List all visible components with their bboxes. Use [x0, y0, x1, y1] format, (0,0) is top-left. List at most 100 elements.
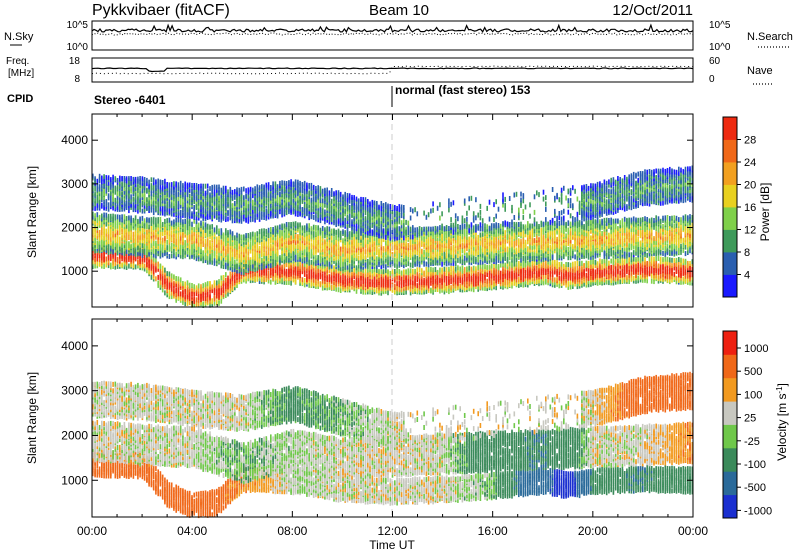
echo-cell	[213, 209, 216, 215]
echo-cell	[191, 189, 193, 195]
echo-cell	[285, 197, 288, 203]
echo-cell	[290, 179, 292, 185]
echo-cell	[164, 181, 166, 187]
echo-cell	[200, 253, 202, 259]
echo-cell	[344, 202, 346, 207]
echo-cell	[319, 261, 322, 267]
echo-cell	[290, 198, 292, 204]
echo-cell	[152, 216, 155, 222]
echo-cell	[206, 289, 209, 295]
echo-cell	[279, 191, 281, 197]
echo-cell	[150, 225, 153, 231]
echo-cell	[297, 247, 299, 253]
echo-cell	[249, 259, 252, 265]
echo-cell	[315, 258, 317, 264]
echo-cell	[335, 222, 337, 227]
echo-cell	[346, 230, 349, 235]
echo-cell	[360, 261, 362, 267]
echo-cell	[98, 184, 101, 190]
echo-cell	[308, 257, 310, 263]
echo-cell	[276, 241, 279, 247]
echo-cell	[134, 202, 137, 208]
echo-cell	[218, 216, 220, 222]
echo-cell	[371, 281, 374, 287]
echo-cell	[209, 200, 211, 206]
echo-cell	[319, 186, 322, 192]
echo-cell	[339, 197, 342, 202]
echo-cell	[182, 227, 184, 232]
echo-cell	[159, 282, 162, 288]
echo-cell	[128, 263, 130, 269]
echo-cell	[362, 279, 364, 284]
echo-cell	[373, 207, 376, 213]
nave-tick-top: 60	[709, 56, 721, 67]
echo-cell	[254, 215, 256, 221]
echo-cell	[234, 216, 236, 222]
echo-cell	[342, 278, 344, 284]
echo-cell	[101, 225, 103, 231]
echo-cell	[161, 185, 164, 191]
echo-cell	[240, 193, 243, 199]
echo-cell	[330, 234, 333, 239]
echo-cell	[188, 182, 191, 188]
echo-cell	[137, 250, 139, 256]
echo-cell	[357, 209, 360, 215]
echo-cell	[130, 202, 132, 208]
echo-cell	[191, 247, 193, 253]
echo-cell	[110, 240, 112, 246]
echo-cell	[279, 255, 281, 261]
echo-cell	[173, 238, 175, 243]
echo-cell	[326, 187, 328, 193]
echo-cell	[308, 226, 310, 232]
echo-cell	[193, 247, 195, 253]
echo-cell	[249, 186, 252, 192]
echo-cell	[94, 201, 96, 207]
cpid-row: CPID Stereo -6401 normal (fast stereo) 1…	[7, 83, 531, 107]
echo-cell	[168, 254, 171, 259]
echo-cell	[225, 237, 227, 242]
echo-cell	[231, 270, 234, 276]
echo-cell	[166, 280, 168, 286]
echo-cell	[288, 180, 290, 186]
echo-cell	[186, 202, 189, 208]
echo-cell	[301, 238, 304, 244]
echo-cell	[94, 238, 96, 244]
echo-cell	[222, 245, 225, 251]
echo-cell	[186, 299, 189, 305]
nsky-trace	[91, 23, 694, 33]
echo-cell	[177, 182, 180, 188]
echo-cell	[258, 245, 261, 251]
echo-cell	[170, 187, 173, 193]
echo-cell	[98, 177, 101, 183]
echo-cell	[333, 204, 335, 209]
echo-cell	[225, 194, 227, 200]
echo-cell	[344, 270, 346, 276]
echo-cell	[186, 230, 189, 236]
echo-cell	[348, 219, 351, 225]
echo-cell	[170, 184, 173, 190]
echo-cell	[333, 209, 335, 215]
echo-cell	[276, 237, 279, 243]
echo-cell	[288, 207, 290, 213]
echo-cell	[168, 276, 171, 282]
echo-cell	[238, 195, 241, 201]
echo-cell	[222, 210, 225, 216]
echo-cell	[240, 273, 243, 279]
echo-cell	[319, 218, 322, 224]
echo-cell	[243, 262, 245, 268]
echo-cell	[263, 267, 265, 273]
echo-cell	[173, 190, 175, 196]
echo-cell	[310, 205, 313, 211]
echo-cell	[137, 263, 139, 269]
echo-cell	[333, 228, 335, 234]
echo-cell	[213, 237, 216, 242]
echo-cell	[348, 267, 351, 273]
echo-cell	[330, 266, 333, 272]
echo-cell	[272, 227, 274, 232]
echo-cell	[193, 213, 195, 219]
echo-cell	[195, 249, 198, 255]
echo-cell	[351, 278, 353, 284]
echo-cell	[121, 220, 123, 226]
echo-cell	[342, 284, 344, 290]
echo-cell	[330, 191, 333, 197]
